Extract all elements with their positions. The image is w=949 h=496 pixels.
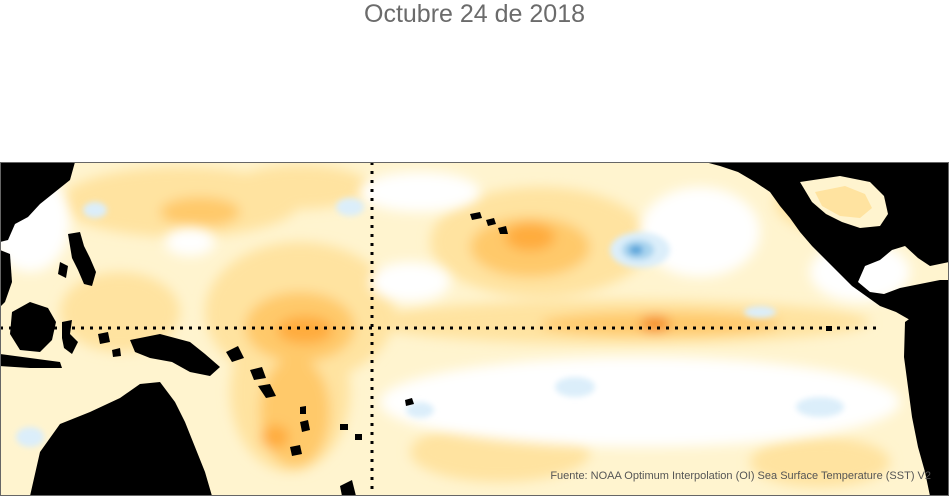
source-note: Fuente: NOAA Optimum Interpolation (OI) … (550, 470, 931, 482)
land-australia (30, 382, 212, 495)
land-sulawesi (62, 320, 78, 354)
cool-anomalies (16, 198, 844, 447)
land-indochina (1, 250, 12, 306)
land-south-america (904, 300, 948, 495)
land-masses (1, 163, 948, 495)
land-north-america (708, 163, 948, 324)
land-asia (1, 163, 75, 242)
land-borneo (10, 302, 56, 352)
map-title: Octubre 24 de 2018 (364, 0, 585, 28)
land-philippines (68, 232, 96, 286)
land-new-guinea (130, 334, 220, 376)
land-hawaii (470, 212, 482, 220)
sst-anomaly-map: Fuente: NOAA Optimum Interpolation (OI) … (0, 162, 949, 496)
map-canvas (0, 162, 949, 496)
